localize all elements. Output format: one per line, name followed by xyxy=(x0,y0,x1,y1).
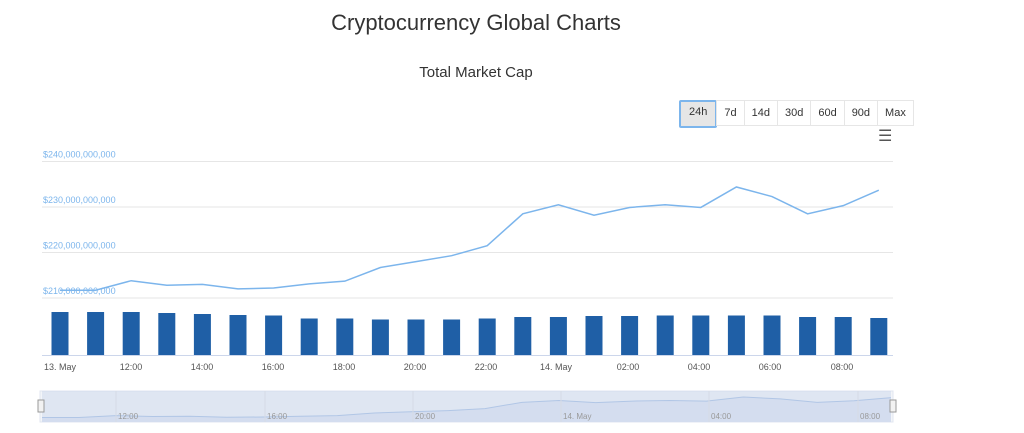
volume-bar xyxy=(834,317,852,355)
volume-bar xyxy=(514,317,532,355)
navigator-label: 16:00 xyxy=(267,412,288,421)
navigator-label: 04:00 xyxy=(711,412,732,421)
page-title: Cryptocurrency Global Charts xyxy=(331,10,621,35)
navigator-left-handle[interactable] xyxy=(37,399,45,413)
volume-bar xyxy=(407,319,425,355)
range-selector: 24h 7d 14d 30d 60d 90d Max xyxy=(679,100,914,128)
range-button-90d[interactable]: 90d xyxy=(843,100,879,126)
x-tick-label: 14:00 xyxy=(191,362,214,372)
volume-bar xyxy=(763,315,781,355)
volume-bar xyxy=(51,312,69,355)
navigator-label: 12:00 xyxy=(118,412,139,421)
x-tick-label: 12:00 xyxy=(120,362,143,372)
x-tick-label: 18:00 xyxy=(333,362,356,372)
x-tick-label: 06:00 xyxy=(759,362,782,372)
range-button-7d[interactable]: 7d xyxy=(716,100,745,126)
x-tick-label: 02:00 xyxy=(617,362,640,372)
y-tick-label: $240,000,000,000 xyxy=(43,150,116,160)
volume-bar xyxy=(229,315,247,355)
navigator-label: 14. May xyxy=(563,412,591,421)
navigator-selection xyxy=(42,391,891,422)
volume-bar xyxy=(122,312,140,355)
volume-bar xyxy=(443,319,461,355)
navigator-right-handle[interactable] xyxy=(889,399,897,413)
volume-bar xyxy=(193,314,211,355)
volume-bar xyxy=(549,317,567,355)
volume-bar xyxy=(692,315,710,355)
x-tick-label: 08:00 xyxy=(831,362,854,372)
x-tick-label: 14. May xyxy=(540,362,573,372)
range-button-24h[interactable]: 24h xyxy=(679,100,718,128)
volume-bar xyxy=(656,315,674,355)
volume-bar xyxy=(371,319,389,355)
volume-bar xyxy=(87,312,105,355)
volume-bar xyxy=(265,315,283,355)
y-tick-label: $220,000,000,000 xyxy=(43,241,116,251)
hamburger-menu-icon[interactable]: ☰ xyxy=(878,128,893,145)
x-tick-label: 16:00 xyxy=(262,362,285,372)
market-cap-line xyxy=(60,186,880,292)
volume-bar xyxy=(621,316,639,355)
volume-bar xyxy=(300,318,318,355)
volume-bar xyxy=(158,313,176,355)
x-tick-label: 13. May xyxy=(44,362,77,372)
volume-bar xyxy=(870,318,888,355)
volume-bar xyxy=(585,316,603,355)
volume-bar xyxy=(478,318,496,355)
range-button-60d[interactable]: 60d xyxy=(810,100,845,126)
x-tick-label: 04:00 xyxy=(688,362,711,372)
y-tick-label: $230,000,000,000 xyxy=(43,195,116,205)
x-tick-label: 20:00 xyxy=(404,362,427,372)
volume-bar xyxy=(727,315,745,355)
x-tick-label: 22:00 xyxy=(475,362,498,372)
navigator-label: 20:00 xyxy=(415,412,436,421)
volume-bar xyxy=(336,318,354,355)
navigator-label: 08:00 xyxy=(860,412,881,421)
range-button-max[interactable]: Max xyxy=(877,100,914,126)
chart-title: Total Market Cap xyxy=(419,64,533,81)
volume-bar xyxy=(799,317,817,355)
